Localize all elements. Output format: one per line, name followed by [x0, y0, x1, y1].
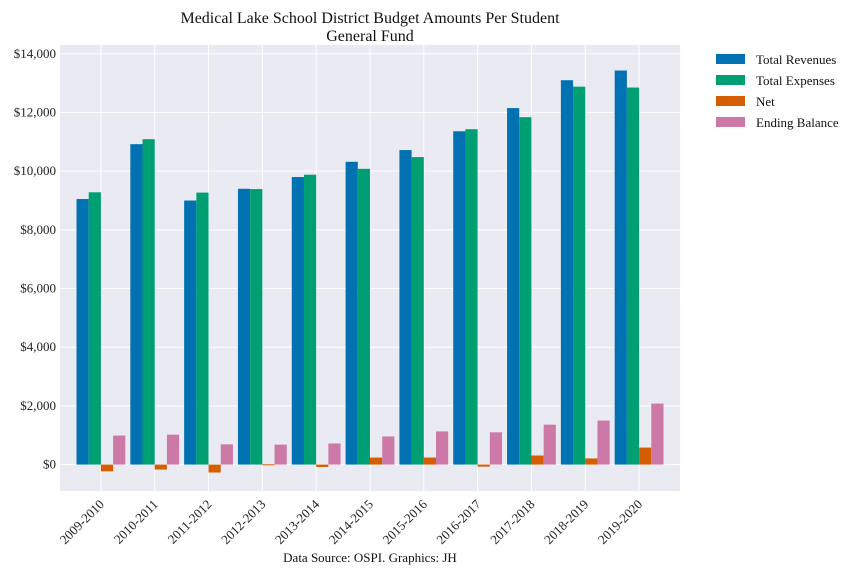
x-tick-label: 2016-2017 — [433, 496, 484, 547]
legend-swatch — [716, 75, 745, 85]
y-tick-label: $0 — [43, 457, 56, 472]
legend-label: Total Revenues — [756, 52, 836, 67]
bar-total-expenses — [196, 192, 209, 465]
bar-total-expenses — [465, 129, 478, 465]
bar-total-revenues — [453, 131, 466, 465]
y-axis-ticks: $0 $2,000 $4,000 $6,000 $8,000 $10,000 $12,000… — [14, 46, 56, 472]
bar-net — [423, 457, 437, 465]
y-tick-label: $6,000 — [20, 281, 56, 296]
bar-ending-balance — [113, 435, 126, 465]
source-note: Data Source: OSPI. Graphics: JH — [283, 550, 457, 565]
bar-ending-balance — [382, 436, 395, 465]
chart-subtitle: General Fund — [326, 28, 414, 45]
x-tick-label: 2011-2012 — [165, 497, 215, 547]
x-tick-label: 2014-2015 — [326, 497, 376, 547]
bar-total-revenues — [614, 70, 627, 465]
bar-total-revenues — [345, 161, 358, 465]
bar-total-expenses — [250, 189, 263, 465]
x-tick-label: 2013-2014 — [272, 496, 323, 547]
bar-total-revenues — [130, 144, 143, 465]
bar-total-revenues — [291, 177, 304, 465]
bar-total-expenses — [303, 174, 317, 465]
bar-ending-balance — [328, 443, 341, 465]
bar-ending-balance — [274, 444, 287, 465]
legend: Total Revenues Total Expenses Net Ending Ba… — [716, 52, 839, 130]
x-tick-label: 2019-2020 — [595, 497, 645, 547]
bar-total-revenues — [184, 200, 197, 465]
chart-title: Medical Lake School District Budget Amou… — [180, 10, 560, 27]
x-tick-label: 2012-2013 — [218, 497, 268, 547]
bar-ending-balance — [489, 432, 503, 465]
bar-net — [208, 464, 221, 473]
x-tick-label: 2015-2016 — [379, 496, 430, 547]
bar-ending-balance — [436, 431, 449, 465]
bar-total-expenses — [357, 168, 370, 465]
y-tick-label: $12,000 — [14, 104, 56, 119]
bar-ending-balance — [220, 444, 233, 465]
bar-ending-balance — [597, 420, 610, 465]
bar-ending-balance — [166, 434, 180, 465]
legend-label: Ending Balance — [756, 115, 839, 130]
x-tick-label: 2010-2011 — [111, 497, 161, 547]
bar-net — [531, 455, 544, 465]
bar-total-expenses — [142, 139, 155, 465]
y-tick-label: $4,000 — [20, 339, 56, 354]
bar-total-expenses — [519, 117, 532, 465]
y-tick-label: $10,000 — [14, 163, 56, 178]
bar-ending-balance — [543, 424, 556, 465]
bar-total-revenues — [507, 108, 520, 465]
y-tick-label: $14,000 — [14, 46, 56, 61]
legend-label: Net — [756, 94, 775, 109]
bars — [76, 70, 664, 473]
bar-net — [100, 464, 114, 472]
x-tick-label: 2017-2018 — [487, 497, 537, 547]
legend-label: Total Expenses — [756, 73, 835, 88]
bar-total-revenues — [399, 150, 412, 465]
bar-total-revenues — [560, 80, 574, 465]
bar-total-revenues — [76, 199, 89, 465]
x-tick-label: 2018-2019 — [541, 497, 591, 547]
bar-net — [639, 447, 652, 465]
y-tick-label: $8,000 — [20, 222, 56, 237]
bar-total-expenses — [88, 192, 101, 465]
legend-swatch — [716, 117, 745, 127]
bar-ending-balance — [651, 403, 664, 465]
bar-net — [370, 457, 383, 465]
x-axis-ticks: 2009-2010 2010-2011 2011-2012 2012-2013 2013… — [57, 496, 646, 547]
bar-net — [262, 464, 275, 466]
bar-total-revenues — [237, 188, 251, 465]
bar-net — [316, 464, 329, 467]
x-tick-label: 2009-2010 — [57, 497, 107, 547]
legend-swatch — [716, 54, 745, 64]
bar-net — [154, 464, 167, 470]
y-tick-label: $2,000 — [20, 398, 56, 413]
bar-net — [477, 464, 490, 467]
bar-net — [585, 458, 598, 465]
bar-total-expenses — [626, 87, 640, 465]
bar-total-expenses — [411, 157, 424, 465]
bar-total-expenses — [573, 86, 586, 465]
legend-swatch — [716, 96, 745, 106]
